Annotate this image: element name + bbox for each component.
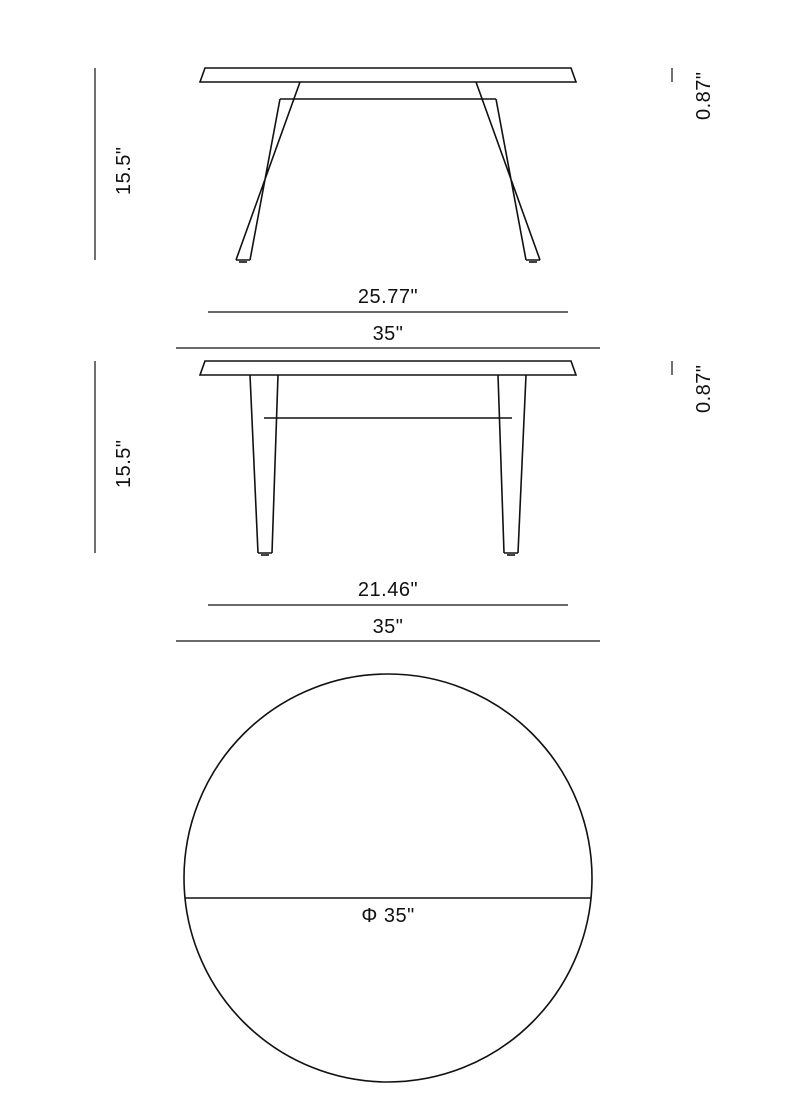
view-1-side-angled: 15.5" 0.87" 25.77" 35" xyxy=(95,68,715,348)
view2-tabletop xyxy=(200,361,576,375)
view1-leg-left xyxy=(236,82,300,260)
view2-inner-width-label: 21.46" xyxy=(358,579,418,601)
view2-leg-right xyxy=(498,375,526,553)
view1-outer-width-label: 35" xyxy=(373,323,404,345)
view-3-top-plan: Φ 35" xyxy=(184,674,592,1082)
view1-height-label: 15.5" xyxy=(113,146,135,195)
view1-thickness-label: 0.87" xyxy=(693,71,715,120)
view2-height-label: 15.5" xyxy=(113,439,135,488)
view1-leg-right xyxy=(476,82,540,260)
dimension-drawing: 15.5" 0.87" 25.77" 35" 15.5" 0.87" 21.46… xyxy=(0,0,788,1113)
view3-diameter-label: Φ 35" xyxy=(361,905,414,927)
view1-tabletop xyxy=(200,68,576,82)
view2-leg-left xyxy=(250,375,278,553)
view2-outer-width-label: 35" xyxy=(373,616,404,638)
view-2-side-straight: 15.5" 0.87" 21.46" 35" xyxy=(95,361,715,641)
view1-inner-width-label: 25.77" xyxy=(358,286,418,308)
view3-top-circle xyxy=(184,674,592,1082)
view2-thickness-label: 0.87" xyxy=(693,364,715,413)
